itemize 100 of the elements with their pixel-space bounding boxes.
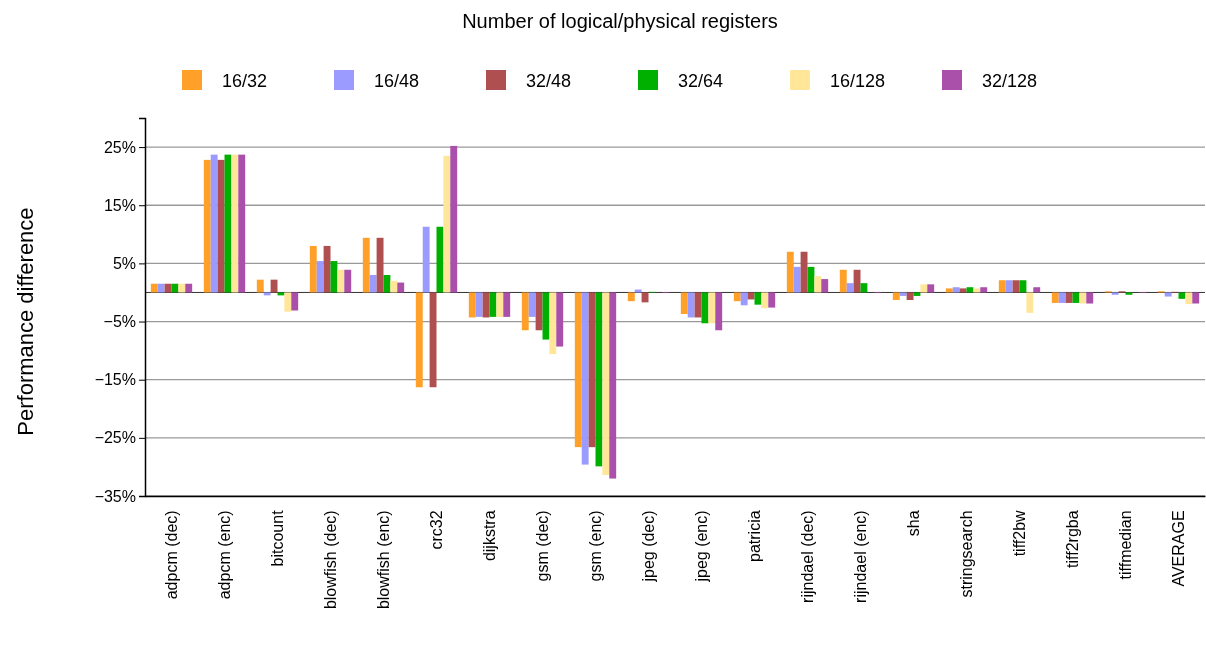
bar	[443, 155, 451, 293]
bar	[429, 292, 437, 388]
bar	[609, 292, 617, 479]
bar	[761, 292, 769, 309]
bar	[853, 269, 861, 293]
x-tick-label: stringsearch	[958, 510, 976, 598]
bar	[846, 283, 854, 293]
x-tick-label: gsm (enc)	[587, 510, 605, 582]
x-tick-label: jpeg (enc)	[693, 510, 711, 583]
bar	[450, 145, 458, 293]
bar	[740, 292, 748, 306]
bar	[362, 237, 370, 293]
bar	[238, 154, 246, 293]
x-tick-label: adpcm (enc)	[216, 510, 234, 600]
bar	[687, 292, 695, 318]
x-tick-label: patricia	[746, 510, 764, 562]
bar	[397, 282, 405, 293]
x-tick-label: dijkstra	[481, 510, 499, 562]
bar	[468, 292, 476, 318]
bar	[1178, 292, 1186, 299]
x-tick-label: tiffmedian	[1117, 510, 1135, 580]
y-tick-label: −25%	[94, 429, 136, 447]
x-tick-label: rijndael (dec)	[799, 510, 817, 603]
bar	[1012, 280, 1020, 293]
bar	[1086, 292, 1094, 304]
bar	[1079, 292, 1087, 304]
bar	[482, 292, 490, 318]
bar	[1065, 292, 1073, 303]
bar	[210, 154, 218, 293]
bar	[1125, 292, 1133, 295]
bar	[415, 292, 423, 388]
bar	[157, 283, 165, 293]
bar	[556, 292, 564, 347]
bar	[376, 237, 384, 293]
x-tick-label: crc32	[428, 510, 446, 550]
x-tick-label: rijndael (enc)	[852, 510, 870, 603]
legend-label: 32/48	[526, 71, 572, 91]
bar	[680, 292, 688, 314]
bar	[496, 292, 504, 317]
bar	[270, 279, 278, 293]
bar	[1192, 292, 1200, 304]
x-tick-label: blowfish (enc)	[375, 510, 393, 610]
bar	[1111, 292, 1119, 295]
bar	[786, 251, 794, 293]
bar	[203, 159, 211, 293]
bar	[528, 292, 536, 317]
bar	[150, 283, 158, 293]
y-tick-label: −35%	[94, 487, 136, 505]
x-tick-label: bitcount	[269, 509, 287, 567]
bar	[998, 280, 1006, 293]
bar	[839, 269, 847, 293]
bar	[1058, 292, 1066, 303]
bar	[337, 269, 345, 293]
bar	[503, 292, 511, 317]
bar	[821, 279, 829, 293]
bar	[277, 292, 285, 296]
bar	[549, 292, 557, 355]
legend-label: 32/64	[678, 71, 724, 91]
bar	[535, 292, 543, 331]
bar	[733, 292, 741, 302]
bar	[475, 292, 483, 317]
bar	[768, 292, 776, 308]
bar	[217, 159, 225, 293]
legend-label: 16/128	[830, 71, 886, 91]
x-tick-label: jpeg (dec)	[640, 510, 658, 583]
bar	[980, 287, 988, 293]
bar	[602, 292, 610, 476]
bar	[1033, 287, 1041, 293]
bar	[390, 280, 398, 293]
bar	[291, 292, 299, 311]
bar	[1026, 292, 1034, 313]
bar	[574, 292, 582, 448]
bar	[185, 283, 193, 293]
bar	[1005, 280, 1013, 293]
bar	[1164, 292, 1172, 297]
x-tick-label: sha	[905, 510, 923, 537]
bar	[588, 292, 596, 448]
bar	[814, 276, 822, 293]
bar	[627, 292, 635, 302]
legend-label: 16/32	[222, 71, 268, 91]
bar	[344, 269, 352, 293]
bar	[369, 275, 377, 293]
y-tick-label: 25%	[103, 138, 136, 156]
bar	[1072, 292, 1080, 303]
bar	[715, 292, 723, 331]
bar	[754, 292, 762, 305]
x-tick-label: gsm (dec)	[534, 510, 552, 582]
y-tick-label: −15%	[94, 371, 136, 389]
legend-label: 32/128	[982, 71, 1038, 91]
bar	[164, 283, 172, 293]
bar	[747, 292, 755, 300]
bar	[1051, 292, 1059, 303]
bar	[800, 251, 808, 293]
bar	[920, 284, 928, 293]
bar	[793, 266, 801, 293]
bar	[945, 288, 953, 293]
bar	[927, 284, 935, 293]
bar	[899, 292, 907, 296]
bar	[1185, 292, 1193, 305]
bar	[256, 279, 264, 293]
